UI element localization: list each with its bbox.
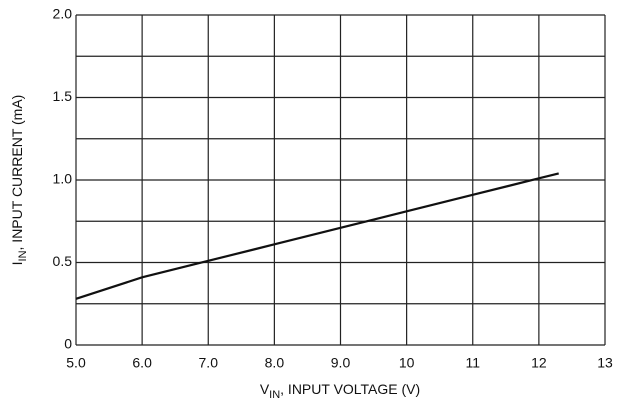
y-tick-label: 0.5 <box>53 253 73 269</box>
y-tick-label: 2.0 <box>53 6 73 22</box>
x-label-symbol: V <box>260 381 270 397</box>
x-label-subscript: IN <box>269 389 280 401</box>
y-axis-label: IIN, INPUT CURRENT (mA) <box>9 95 29 266</box>
x-tick-label: 6.0 <box>132 355 152 371</box>
y-label-subscript: IN <box>17 250 29 261</box>
y-tick-label: 1.5 <box>53 88 73 104</box>
x-tick-label: 13 <box>597 355 613 371</box>
x-tick-label: 10 <box>399 355 415 371</box>
x-tick-label: 12 <box>531 355 547 371</box>
x-tick-label: 7.0 <box>199 355 219 371</box>
x-label-text: , INPUT VOLTAGE (V) <box>280 381 420 397</box>
y-label-text: , INPUT CURRENT (mA) <box>9 95 25 251</box>
y-tick-label: 0 <box>64 336 72 352</box>
x-tick-label: 8.0 <box>265 355 285 371</box>
x-tick-label: 9.0 <box>331 355 351 371</box>
y-label-symbol: I <box>9 261 25 265</box>
data-line <box>75 172 559 300</box>
y-tick-label: 1.0 <box>53 171 73 187</box>
x-tick-label: 5.0 <box>66 355 86 371</box>
x-axis-label: VIN, INPUT VOLTAGE (V) <box>260 381 420 401</box>
x-tick-label: 11 <box>465 355 480 371</box>
